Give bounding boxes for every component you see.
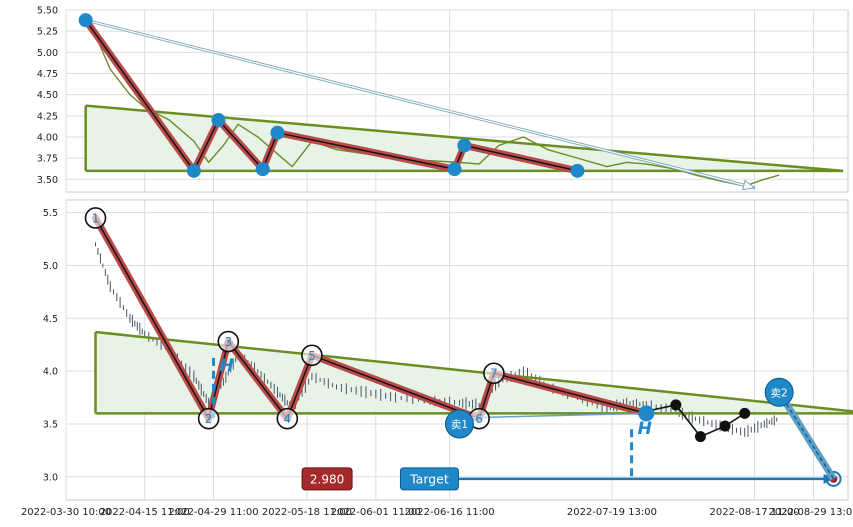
sell-marker-label: 卖1 <box>451 419 468 431</box>
pattern-point-ring <box>84 207 107 229</box>
sell-marker <box>444 409 474 439</box>
x-tick-label: 2022-04-15 11:00 <box>100 507 190 518</box>
forecast-point <box>719 420 731 432</box>
pattern-point-label: 4 <box>284 412 292 426</box>
top-trend-arrow-head <box>742 179 756 191</box>
x-tick-label: 2022-03-30 10:00 <box>21 507 111 518</box>
pattern-point-ring <box>301 344 323 367</box>
target-label: Target <box>409 471 449 486</box>
pattern-point-ring <box>197 407 220 430</box>
forecast-point <box>670 399 682 411</box>
top-y-tick-label: 5.25 <box>37 27 58 38</box>
height-marker-label: H <box>638 419 652 439</box>
bottom-y-tick-label: 5.5 <box>43 208 58 219</box>
forecast-point <box>694 431 706 443</box>
top-y-tick-label: 3.75 <box>37 154 58 165</box>
pattern-point-label: 5 <box>308 349 316 363</box>
x-tick-label: 2022-06-16 11:00 <box>405 507 495 518</box>
x-tick-label: 2022-04-29 11:00 <box>168 507 258 518</box>
top-pattern-point <box>570 163 585 178</box>
top-pattern-point <box>186 163 201 178</box>
pattern-point-label: 6 <box>475 412 483 426</box>
pattern-point-label: 3 <box>224 335 232 349</box>
top-pattern-point <box>211 113 226 128</box>
pattern-point-label: 7 <box>490 367 498 381</box>
top-y-tick-label: 4.50 <box>37 90 58 101</box>
pattern-point-label: 1 <box>92 211 100 225</box>
top-y-tick-label: 4.25 <box>37 111 58 122</box>
top-pattern-point <box>270 125 285 140</box>
bottom-y-tick-label: 5.0 <box>43 261 58 272</box>
target-label-box <box>399 467 459 491</box>
top-y-tick-label: 4.00 <box>37 132 58 143</box>
top-y-tick-label: 5.50 <box>37 6 58 17</box>
top-pattern-point <box>255 162 270 177</box>
breakout-dot <box>638 405 655 422</box>
pattern-point-ring <box>217 330 240 353</box>
forecast-point <box>739 407 751 419</box>
x-tick-label: 2022-05-18 11:00 <box>262 507 352 518</box>
sell-marker <box>764 377 794 407</box>
sell-marker-label: 卖2 <box>771 387 788 399</box>
sell1-line <box>459 412 647 419</box>
target-value-box <box>301 467 353 491</box>
bottom-y-tick-label: 4.0 <box>43 367 58 378</box>
height-marker-label: H <box>220 356 234 376</box>
x-tick-label: 2022-08-17 11:00 <box>709 507 799 518</box>
bottom-plot-frame <box>65 199 849 501</box>
x-tick-label: 2022-08-29 13:00 <box>769 507 853 518</box>
bottom-y-tick-label: 3.0 <box>43 472 58 483</box>
top-panel: 5.50 5.25 5.00 4.75 4.50 4.25 4.00 3.75 3.50 <box>37 6 849 193</box>
x-tick-label: 2022-06-01 11:00 <box>331 507 421 518</box>
bottom-y-tick-label: 3.5 <box>43 419 58 430</box>
top-y-tick-label: 5.00 <box>37 48 58 59</box>
top-pattern-point <box>447 162 462 177</box>
target-end-ring <box>825 470 842 487</box>
pattern-point-ring <box>276 407 299 430</box>
pattern-point-ring <box>483 362 505 385</box>
x-tick-label: 2022-07-19 13:00 <box>567 507 657 518</box>
target-value-label: 2.980 <box>310 472 344 486</box>
top-y-tick-label: 4.75 <box>37 69 58 80</box>
sell2-target-line <box>778 391 835 480</box>
top-trend-arrow-core <box>85 19 755 189</box>
pattern-point-label: 2 <box>205 412 213 426</box>
top-y-tick-label: 3.50 <box>37 175 58 186</box>
top-pattern-point <box>78 13 93 28</box>
bottom-y-tick-label: 4.5 <box>43 314 58 325</box>
top-triangle-upper-line <box>85 104 844 173</box>
top-pattern-point <box>457 138 472 153</box>
